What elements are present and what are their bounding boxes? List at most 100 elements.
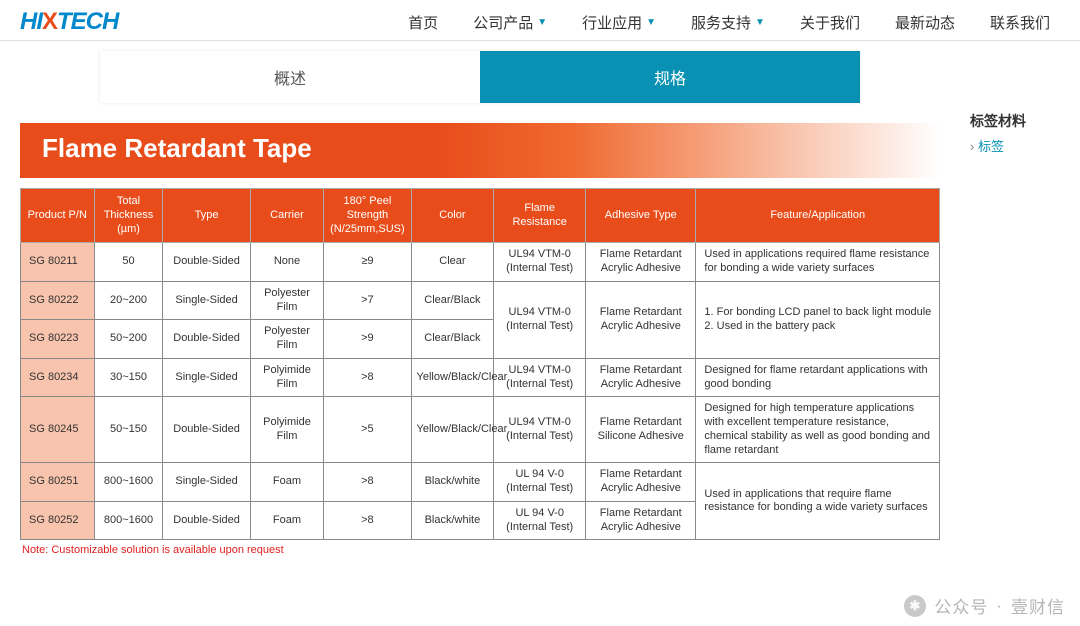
- table-body: SG 8021150Double-SidedNone≥9ClearUL94 VT…: [21, 243, 940, 540]
- table-cell: >9: [324, 320, 411, 359]
- main-column: 概述 规格 Flame Retardant Tape Product P/NTo…: [0, 41, 970, 556]
- table-cell: SG 80234: [21, 358, 95, 397]
- nav-item-3[interactable]: 服务支持 ▼: [691, 12, 765, 33]
- table-cell: 50~150: [94, 397, 163, 463]
- table-cell: SG 80251: [21, 463, 95, 502]
- spec-table-wrap: Product P/NTotal Thickness (µm)TypeCarri…: [20, 188, 960, 556]
- table-cell: Polyimide Film: [250, 397, 324, 463]
- nav-item-1[interactable]: 公司产品▼: [473, 12, 547, 33]
- table-cell: Flame Retardant Acrylic Adhesive: [586, 463, 696, 502]
- table-cell: Double-Sided: [163, 501, 250, 540]
- table-cell: Polyester Film: [250, 320, 324, 359]
- table-cell: >8: [324, 501, 411, 540]
- col-header-4: 180° Peel Strength (N/25mm,SUS): [324, 189, 411, 243]
- table-cell: Flame Retardant Acrylic Adhesive: [586, 358, 696, 397]
- table-cell: UL94 VTM-0 (Internal Test): [494, 358, 586, 397]
- table-cell: Single-Sided: [163, 358, 250, 397]
- table-cell: Used in applications that require flame …: [696, 463, 940, 540]
- chevron-down-icon: ▼: [537, 17, 547, 28]
- table-cell: Polyester Film: [250, 281, 324, 320]
- brand-logo[interactable]: HIXTECH: [20, 8, 118, 36]
- brand-right: TECH: [57, 8, 118, 36]
- table-row: SG 80251800~1600Single-SidedFoam>8Black/…: [21, 463, 940, 502]
- table-cell: Clear/Black: [411, 320, 494, 359]
- chevron-down-icon: ▼: [755, 17, 765, 28]
- table-cell: Single-Sided: [163, 281, 250, 320]
- table-cell: Foam: [250, 463, 324, 502]
- table-cell: Designed for high temperature applicatio…: [696, 397, 940, 463]
- table-cell: >7: [324, 281, 411, 320]
- table-header-row: Product P/NTotal Thickness (µm)TypeCarri…: [21, 189, 940, 243]
- wechat-icon: ✱: [904, 595, 926, 617]
- table-cell: 800~1600: [94, 463, 163, 502]
- table-cell: Used in applications required flame resi…: [696, 243, 940, 282]
- watermark-name: 壹财信: [1011, 593, 1065, 618]
- nav-item-label: 首页: [408, 12, 438, 33]
- table-cell: Double-Sided: [163, 243, 250, 282]
- brand-x: X: [42, 8, 57, 36]
- table-cell: UL94 VTM-0 (Internal Test): [494, 397, 586, 463]
- sidebar-link[interactable]: 标签: [970, 136, 1080, 155]
- content-row: 概述 规格 Flame Retardant Tape Product P/NTo…: [0, 41, 1080, 556]
- nav-item-4[interactable]: 关于我们: [800, 12, 860, 33]
- nav-item-label: 关于我们: [800, 12, 860, 33]
- nav-links: 首页 公司产品▼ 行业应用▼ 服务支持 ▼ 关于我们 最新动态 联系我们: [148, 12, 1060, 33]
- table-note: Note: Customizable solution is available…: [20, 540, 940, 556]
- table-cell: Double-Sided: [163, 397, 250, 463]
- table-cell: Single-Sided: [163, 463, 250, 502]
- sidebar: 标签材料 标签: [970, 41, 1080, 556]
- table-cell: 30~150: [94, 358, 163, 397]
- table-cell: 20~200: [94, 281, 163, 320]
- nav-item-2[interactable]: 行业应用▼: [582, 12, 656, 33]
- table-cell: SG 80223: [21, 320, 95, 359]
- table-cell: Black/white: [411, 463, 494, 502]
- nav-item-0[interactable]: 首页: [408, 12, 438, 33]
- table-cell: 50: [94, 243, 163, 282]
- nav-item-5[interactable]: 最新动态: [895, 12, 955, 33]
- table-cell: SG 80252: [21, 501, 95, 540]
- nav-item-label: 服务支持: [691, 12, 751, 33]
- spec-table: Product P/NTotal Thickness (µm)TypeCarri…: [20, 188, 940, 540]
- col-header-5: Color: [411, 189, 494, 243]
- tabs: 概述 规格: [100, 51, 860, 103]
- col-header-3: Carrier: [250, 189, 324, 243]
- watermark-dot: ·: [996, 596, 1003, 616]
- col-header-6: Flame Resistance: [494, 189, 586, 243]
- table-cell: Clear: [411, 243, 494, 282]
- tab-specs[interactable]: 规格: [480, 51, 860, 103]
- col-header-0: Product P/N: [21, 189, 95, 243]
- table-cell: Flame Retardant Acrylic Adhesive: [586, 243, 696, 282]
- table-cell: 1. For bonding LCD panel to back light m…: [696, 281, 940, 358]
- table-cell: SG 80211: [21, 243, 95, 282]
- table-cell: Polyimide Film: [250, 358, 324, 397]
- nav-item-label: 联系我们: [990, 12, 1050, 33]
- col-header-2: Type: [163, 189, 250, 243]
- table-cell: 800~1600: [94, 501, 163, 540]
- table-cell: UL94 VTM-0 (Internal Test): [494, 243, 586, 282]
- table-cell: UL94 VTM-0 (Internal Test): [494, 281, 586, 358]
- col-header-8: Feature/Application: [696, 189, 940, 243]
- table-cell: ≥9: [324, 243, 411, 282]
- table-cell: UL 94 V-0 (Internal Test): [494, 501, 586, 540]
- table-cell: Flame Retardant Acrylic Adhesive: [586, 281, 696, 358]
- table-cell: 50~200: [94, 320, 163, 359]
- table-cell: Flame Retardant Acrylic Adhesive: [586, 501, 696, 540]
- brand-left: HI: [20, 8, 42, 36]
- table-row: SG 8022220~200Single-SidedPolyester Film…: [21, 281, 940, 320]
- table-cell: Clear/Black: [411, 281, 494, 320]
- watermark: ✱ 公众号 · 壹财信: [904, 593, 1065, 618]
- table-cell: Flame Retardant Silicone Adhesive: [586, 397, 696, 463]
- top-nav: HIXTECH 首页 公司产品▼ 行业应用▼ 服务支持 ▼ 关于我们 最新动态 联系我们: [0, 0, 1080, 41]
- table-cell: >8: [324, 358, 411, 397]
- nav-item-6[interactable]: 联系我们: [990, 12, 1050, 33]
- table-cell: >5: [324, 397, 411, 463]
- table-cell: SG 80222: [21, 281, 95, 320]
- table-cell: Yellow/Black/Clear: [411, 397, 494, 463]
- table-cell: Black/white: [411, 501, 494, 540]
- tab-overview[interactable]: 概述: [100, 51, 480, 103]
- table-cell: Designed for flame retardant application…: [696, 358, 940, 397]
- table-cell: UL 94 V-0 (Internal Test): [494, 463, 586, 502]
- col-header-1: Total Thickness (µm): [94, 189, 163, 243]
- table-cell: >8: [324, 463, 411, 502]
- table-cell: Foam: [250, 501, 324, 540]
